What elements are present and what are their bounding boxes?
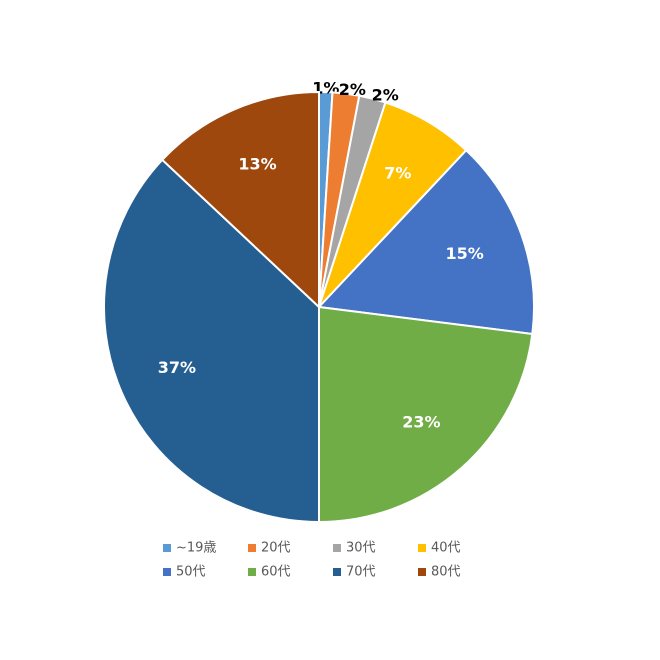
legend-swatch: [333, 544, 341, 552]
data-label: 2%: [372, 85, 399, 104]
legend-label: 50代: [176, 565, 206, 580]
legend-swatch: [163, 568, 171, 576]
data-label: 15%: [445, 244, 483, 263]
pie-slice: [160, 90, 320, 310]
data-label: 13%: [238, 154, 276, 173]
pie-slice: [318, 305, 534, 524]
data-label: 7%: [384, 163, 411, 182]
legend-label: ~19歳: [176, 541, 216, 556]
data-label: 37%: [158, 358, 196, 377]
legend-label: 80代: [431, 565, 461, 580]
legend-label: 60代: [261, 565, 291, 580]
legend-swatch: [418, 544, 426, 552]
pie-slice: [316, 148, 535, 336]
legend-label: 70代: [346, 565, 376, 580]
data-label: 2%: [339, 80, 366, 99]
legend-label: 20代: [261, 541, 291, 556]
legend-swatch: [418, 568, 426, 576]
legend-swatch: [333, 568, 341, 576]
legend-swatch: [248, 544, 256, 552]
legend-label: 30代: [346, 541, 376, 556]
legend-label: 40代: [431, 541, 461, 556]
legend-swatch: [163, 544, 171, 552]
data-label: 23%: [402, 413, 440, 432]
legend-swatch: [248, 568, 256, 576]
pie-slice: [103, 158, 320, 524]
